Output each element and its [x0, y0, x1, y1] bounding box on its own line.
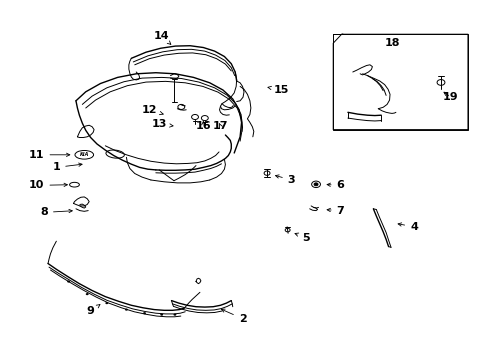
- Text: 13: 13: [151, 119, 173, 129]
- Text: 11: 11: [29, 150, 70, 160]
- Text: 1: 1: [52, 162, 82, 172]
- Text: 4: 4: [398, 222, 418, 232]
- Circle shape: [173, 314, 176, 316]
- Circle shape: [67, 280, 70, 283]
- Text: 16: 16: [196, 121, 211, 131]
- Text: 7: 7: [327, 206, 344, 216]
- Text: 10: 10: [29, 180, 67, 190]
- Circle shape: [143, 312, 146, 314]
- Circle shape: [160, 314, 163, 316]
- Text: KIA: KIA: [79, 152, 89, 157]
- Text: 8: 8: [40, 207, 72, 217]
- Text: 3: 3: [275, 175, 295, 185]
- Text: 14: 14: [154, 31, 171, 44]
- Circle shape: [314, 183, 318, 186]
- Circle shape: [86, 293, 89, 295]
- Text: 5: 5: [295, 233, 310, 243]
- Circle shape: [125, 309, 128, 311]
- Text: 18: 18: [384, 38, 400, 48]
- Text: 9: 9: [87, 305, 100, 316]
- Text: 12: 12: [142, 105, 163, 115]
- Text: 15: 15: [268, 85, 290, 95]
- Circle shape: [105, 302, 108, 304]
- Text: 2: 2: [221, 309, 246, 324]
- Text: 6: 6: [327, 180, 344, 190]
- Text: 19: 19: [443, 92, 459, 102]
- Text: 17: 17: [213, 121, 228, 131]
